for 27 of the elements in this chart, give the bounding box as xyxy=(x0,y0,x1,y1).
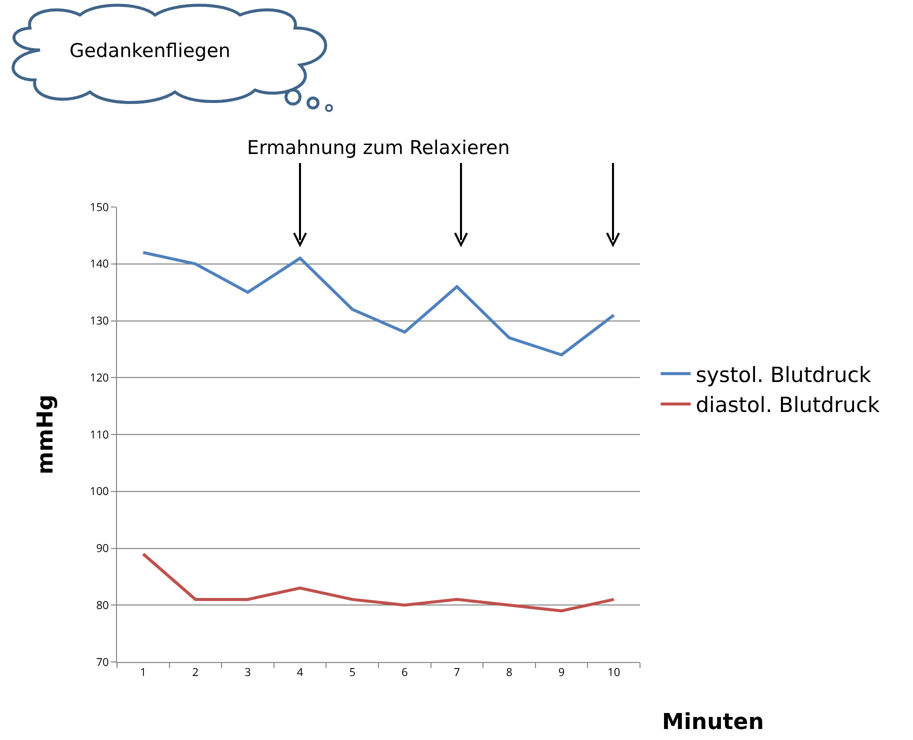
x-tick-label: 3 xyxy=(244,665,251,680)
y-tick-label: 130 xyxy=(90,314,109,329)
x-axis-title: Minuten xyxy=(662,710,764,735)
x-tick-label: 2 xyxy=(192,665,199,680)
x-tick-label: 1 xyxy=(140,665,146,680)
y-tick-label: 120 xyxy=(90,370,109,386)
y-tick-label: 80 xyxy=(96,598,109,613)
line-series xyxy=(142,552,616,612)
y-tick-label: 150 xyxy=(90,200,109,215)
legend-label: systol. Blutdruck xyxy=(696,362,872,387)
y-tick-label: 110 xyxy=(90,427,109,442)
x-tick-label: 7 xyxy=(454,665,460,680)
x-tick-label: 8 xyxy=(506,665,512,680)
text: Gedankenfliegen xyxy=(68,40,232,62)
legend-label: diastol. Blutdruck xyxy=(696,393,881,418)
x-tick-label: 4 xyxy=(296,665,304,680)
y-tick-label: 70 xyxy=(96,654,109,670)
y-tick-label: 90 xyxy=(96,541,109,556)
x-tick-label: 5 xyxy=(349,665,356,680)
y-axis-title: mmHg xyxy=(34,394,59,475)
line-series xyxy=(142,251,616,356)
text: Ermahnung zum Relaxieren xyxy=(247,137,510,159)
x-tick-label: 10 xyxy=(608,665,620,680)
y-tick-label: 100 xyxy=(90,484,109,500)
x-tick-label: 9 xyxy=(558,665,565,680)
y-tick-label: 140 xyxy=(90,256,109,272)
x-tick-label: 6 xyxy=(402,665,408,680)
